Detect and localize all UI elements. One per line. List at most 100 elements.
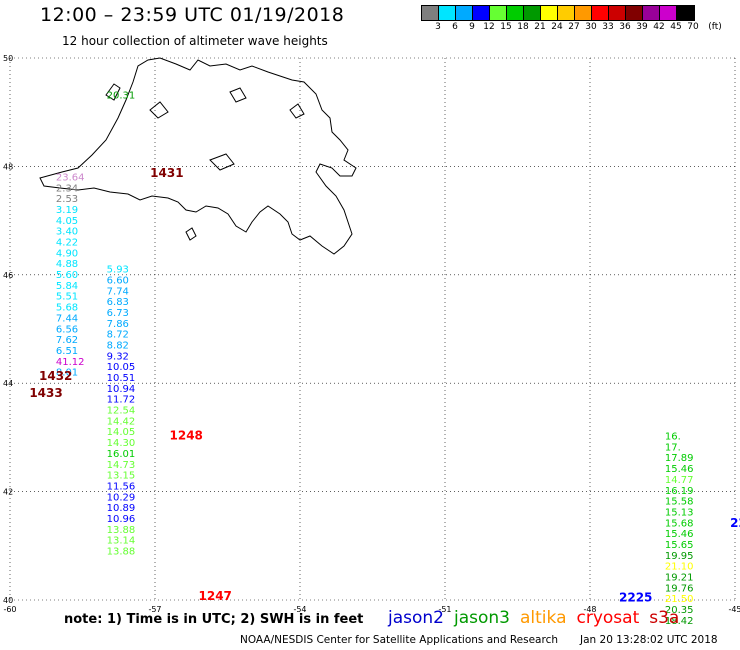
latitude-tick-label: 44 (3, 379, 13, 388)
wave-height-reading: 8.82 (107, 341, 129, 352)
pass-time-label: 1433 (29, 386, 62, 400)
wave-height-reading: 23.64 (56, 172, 85, 183)
footnote: note: 1) Time is in UTC; 2) SWH is in fe… (64, 612, 364, 627)
wave-height-reading: 14.05 (107, 427, 136, 438)
longitude-tick-label: -57 (148, 605, 161, 614)
wave-height-reading: 17.89 (665, 453, 694, 464)
wave-height-reading: 5.68 (56, 303, 78, 314)
longitude-tick-label: -60 (3, 605, 16, 614)
pass-time-labels: 20.31 1431 1432 1433 1248 1247 2226 2225 (29, 91, 740, 605)
satellite-name: jason2 (388, 608, 444, 628)
legend-label: 39 (636, 22, 648, 32)
wave-height-reading: 21.50 (665, 594, 694, 605)
wave-height-reading: 15.68 (665, 518, 694, 529)
wave-height-reading: 13.15 (107, 471, 136, 482)
latitude-tick-label: 46 (3, 271, 13, 280)
pass-time-label: 2225 (619, 591, 652, 605)
pass-time-label: 1248 (170, 429, 203, 443)
pass-time-label: 1247 (199, 589, 232, 603)
wave-height-reading: 15.58 (665, 497, 694, 508)
credit-line: NOAA/NESDIS Center for Satellite Applica… (240, 634, 558, 646)
wave-height-reading: 15.65 (665, 540, 694, 551)
legend-label: 6 (452, 22, 458, 32)
wave-height-reading: 19.21 (665, 572, 694, 583)
wave-height-reading: 13.88 (107, 546, 136, 557)
wave-height-reading: 13.14 (107, 536, 136, 547)
legend-label: 12 (483, 22, 495, 32)
legend-swatch (422, 6, 439, 20)
wave-height-reading: 7.74 (107, 286, 129, 297)
color-legend (421, 5, 695, 21)
satellite-name: altika (520, 608, 567, 628)
wave-height-reading: 3.40 (56, 227, 78, 238)
wave-height-reading: 4.88 (56, 259, 78, 270)
pass-time-label: 1432 (39, 369, 72, 383)
wave-height-reading: 14.73 (107, 460, 136, 471)
legend-label: 27 (568, 22, 580, 32)
legend-swatch (507, 6, 524, 20)
legend-swatch (490, 6, 507, 20)
longitude-tick-label: -54 (293, 605, 306, 614)
legend-label: 30 (585, 22, 597, 32)
page-title: 12:00 – 23:59 UTC 01/19/2018 (40, 4, 345, 26)
wave-height-reading: 7.86 (107, 319, 129, 330)
wave-height-reading: 16. (665, 432, 681, 443)
wave-height-reading: 13.88 (107, 525, 136, 536)
latitude-tick-label: 48 (3, 162, 13, 171)
legend-swatch (660, 6, 677, 20)
legend-swatch (626, 6, 643, 20)
legend-swatch (439, 6, 456, 20)
legend-swatch (643, 6, 660, 20)
pass-time-label: 2226 (730, 516, 740, 530)
legend-label: 18 (517, 22, 529, 32)
wave-height-readings: 23.642.342.533.194.053.404.224.904.885.6… (56, 172, 694, 626)
wave-height-reading: 7.62 (56, 335, 78, 346)
latitude-tick-label: 42 (3, 488, 13, 497)
latitude-tick-label: 50 (3, 54, 13, 63)
page-subtitle: 12 hour collection of altimeter wave hei… (62, 34, 328, 48)
wave-height-reading: 11.72 (107, 395, 136, 406)
wave-height-reading: 6.56 (56, 324, 78, 335)
wave-height-reading: 4.05 (56, 216, 78, 227)
generated-timestamp: Jan 20 13:28:02 UTC 2018 (580, 634, 718, 646)
legend-swatch (609, 6, 626, 20)
satellite-name: jason3 (454, 608, 510, 628)
legend-label: 24 (551, 22, 563, 32)
wave-height-reading: 3.19 (56, 205, 78, 216)
wave-height-reading: 16.01 (107, 449, 136, 460)
wave-height-reading: 10.05 (107, 362, 136, 373)
wave-height-reading: 18.42 (665, 616, 694, 627)
wave-height-reading: 2.53 (56, 194, 78, 205)
satellite-name: s3a (649, 608, 680, 628)
wave-height-reading: 11.56 (107, 481, 136, 492)
wave-height-reading: 12.54 (107, 406, 136, 417)
wave-height-reading: 6.73 (107, 308, 129, 319)
legend-label: 36 (619, 22, 631, 32)
wave-height-reading: 4.90 (56, 248, 78, 259)
legend-label: 3 (435, 22, 441, 32)
wave-height-reading: 15.46 (665, 529, 694, 540)
coastline (39, 57, 357, 255)
wave-height-reading: 10.96 (107, 514, 136, 525)
wave-height-reading: 2.34 (56, 183, 78, 194)
legend-label: 45 (670, 22, 682, 32)
wave-height-reading: 4.22 (56, 238, 78, 249)
legend-label: 70 (687, 22, 699, 32)
wave-height-reading: 10.29 (107, 492, 136, 503)
wave-height-reading: 15.13 (665, 507, 694, 518)
legend-label: 15 (500, 22, 512, 32)
wave-height-reading: 19.95 (665, 551, 694, 562)
legend-swatch (677, 6, 694, 20)
latitude-tick-label: 40 (3, 596, 13, 605)
wave-height-reading: 10.94 (107, 384, 136, 395)
wave-height-reading: 5.60 (56, 270, 78, 281)
map-grid: -60 -57 -54 -51 -48 -45 50 48 46 44 42 40 (3, 54, 740, 614)
longitude-tick-label: -45 (728, 605, 740, 614)
wave-height-reading: 16.19 (665, 486, 694, 497)
wave-height-reading: 17. (665, 442, 681, 453)
longitude-tick-label: -51 (438, 605, 451, 614)
pass-time-label: 1431 (150, 166, 183, 180)
wave-height-reading: 6.60 (107, 275, 129, 286)
legend-label: 33 (602, 22, 614, 32)
wave-height-reading: 14.42 (107, 416, 136, 427)
